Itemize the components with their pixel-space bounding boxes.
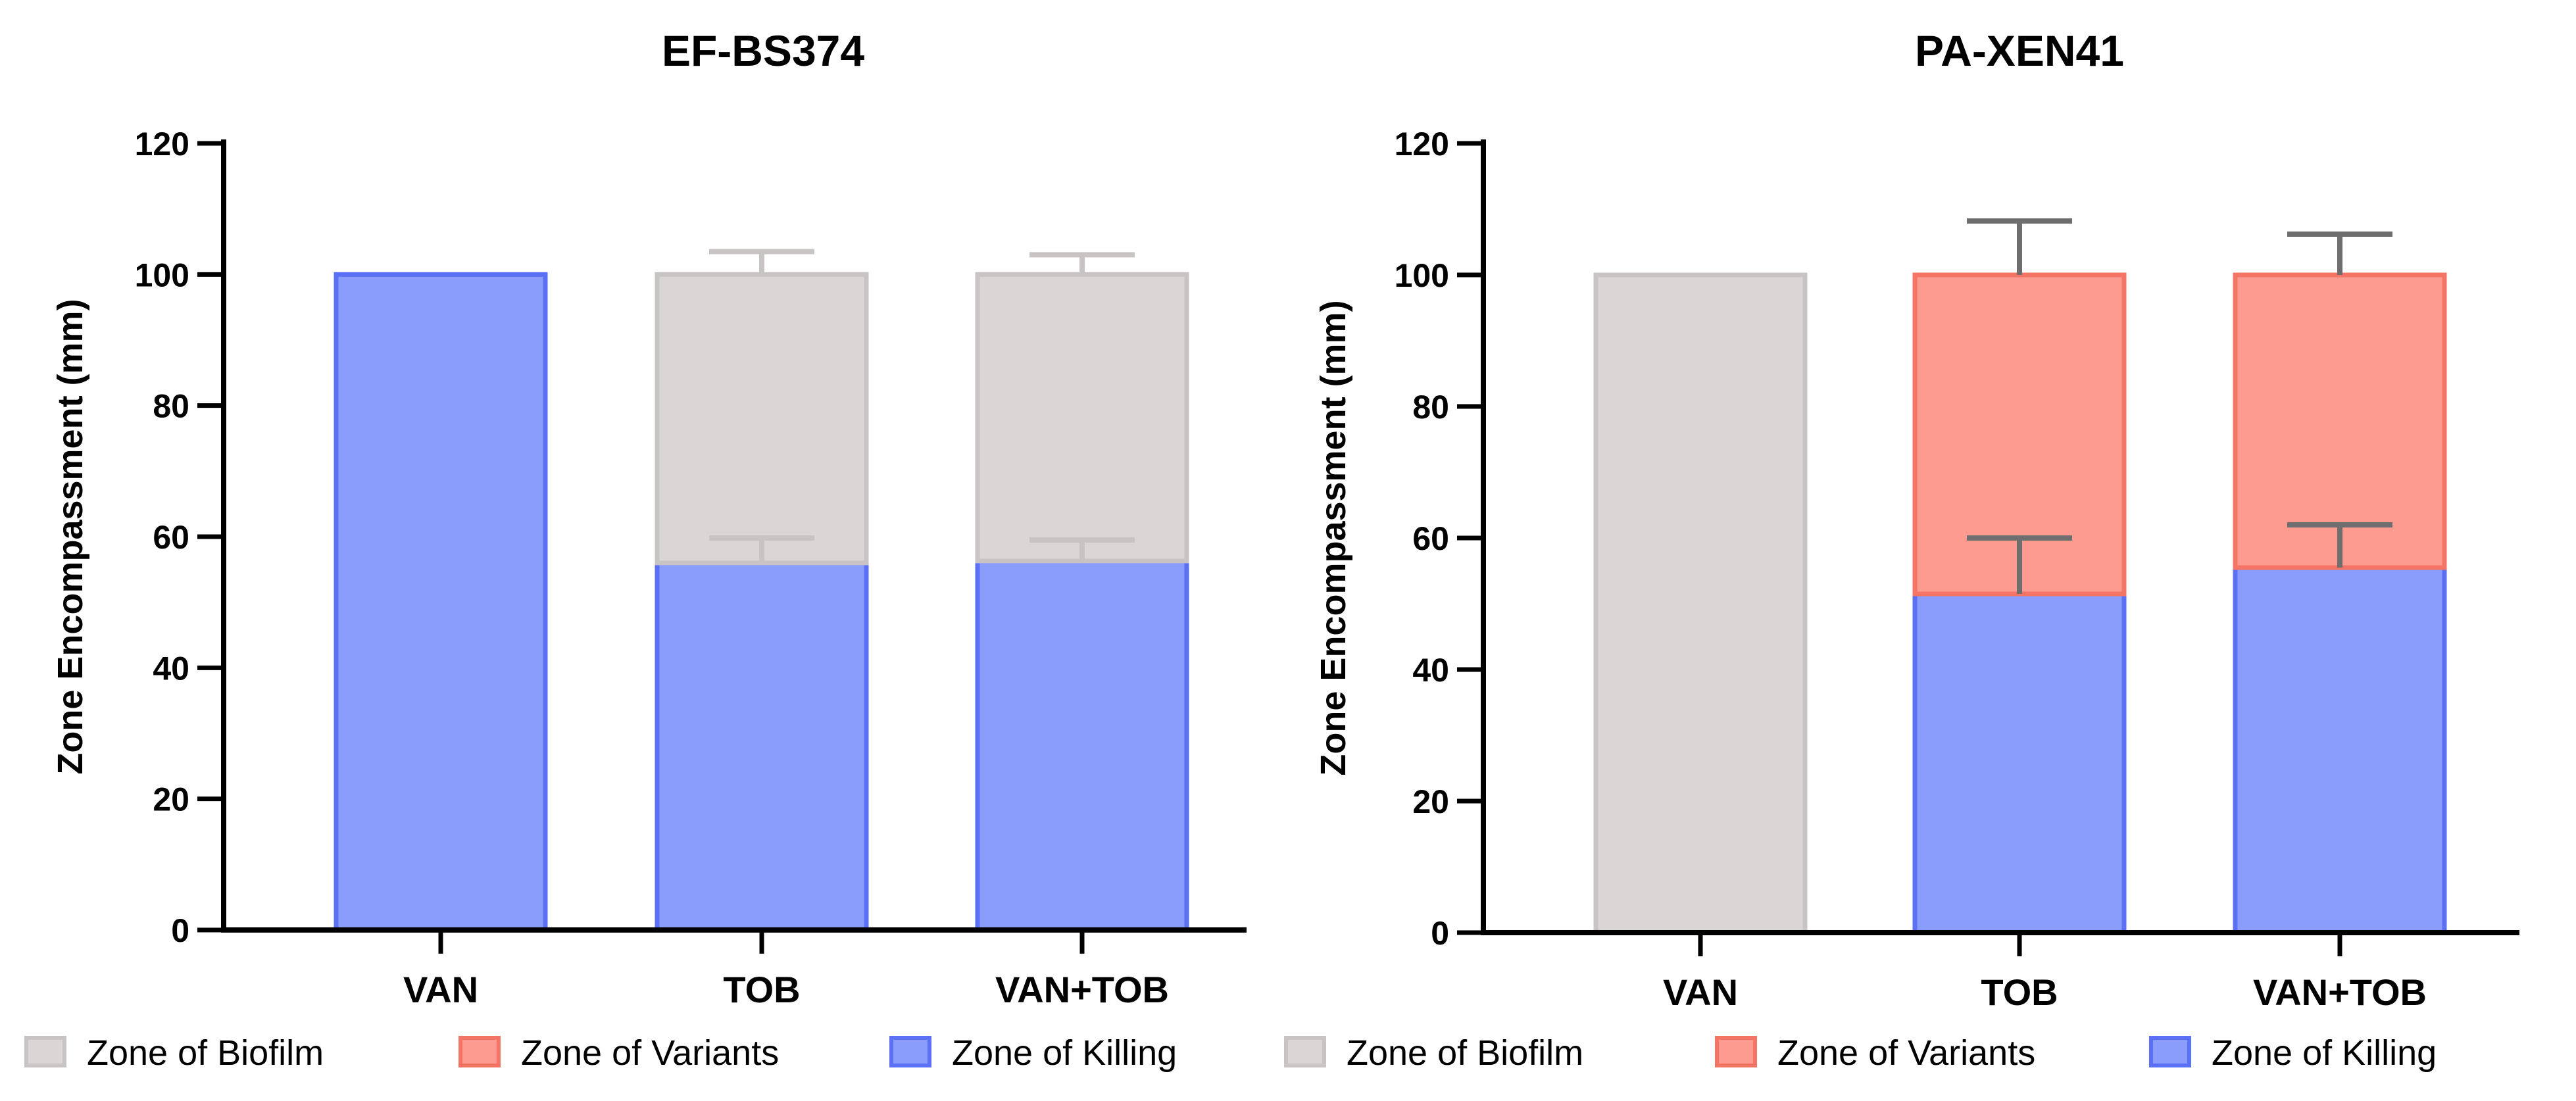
legend-swatch-variants	[1715, 1036, 1757, 1067]
bar-killing-van	[334, 272, 548, 933]
x-tick-label-van-tob: VAN+TOB	[2253, 971, 2427, 1013]
y-tick-label: 40	[153, 650, 189, 687]
x-tick-label-tob: TOB	[723, 969, 800, 1010]
chart-title: PA-XEN41	[1915, 26, 2124, 75]
y-axis-label: Zone Encompassment (mm)	[1314, 300, 1353, 775]
bar-killing-tob	[655, 560, 869, 933]
y-tick-label: 20	[153, 781, 189, 818]
y-tick-label: 60	[1412, 520, 1449, 557]
bar-biofilm-van	[1593, 272, 1808, 935]
legend-label-killing: Zone of Killing	[2212, 1033, 2437, 1073]
legend-item-biofilm: Zone of Biofilm	[1284, 1033, 1583, 1073]
y-tick-label: 40	[1412, 652, 1449, 689]
legend-swatch-killing	[2149, 1036, 2191, 1067]
chart-panel-1: EF-BS374 Zone Encompassment (mm) 0 20 40 60 80…	[24, 26, 1247, 1073]
y-tick-label: 0	[1431, 915, 1449, 952]
legend-swatch-biofilm	[24, 1036, 66, 1067]
y-tick-label: 60	[153, 519, 189, 556]
y-tick-label: 20	[1412, 783, 1449, 820]
y-tick-label: 100	[1395, 257, 1449, 294]
x-tick-label-van-tob: VAN+TOB	[995, 969, 1169, 1010]
y-tick-label: 80	[1412, 389, 1449, 426]
x-tick-label-van: VAN	[403, 969, 478, 1010]
legend-item-biofilm: Zone of Biofilm	[24, 1033, 324, 1073]
bar-killing-van-tob	[2233, 565, 2447, 935]
legend-swatch-biofilm	[1284, 1036, 1326, 1067]
bar-killing-tob	[1912, 591, 2127, 935]
bar-biofilm-tob	[655, 272, 869, 566]
y-tick-label: 100	[135, 257, 189, 293]
bar-variants-van-tob	[2233, 272, 2447, 570]
legend-swatch-variants	[458, 1036, 501, 1067]
legend-label-variants: Zone of Variants	[521, 1033, 779, 1073]
chart-title: EF-BS374	[662, 26, 864, 75]
legend-label-biofilm: Zone of Biofilm	[87, 1033, 324, 1073]
legend-item-variants: Zone of Variants	[458, 1033, 779, 1073]
legend-label-variants: Zone of Variants	[1777, 1033, 2035, 1073]
y-tick-label: 80	[153, 388, 189, 425]
y-axis-label: Zone Encompassment (mm)	[51, 299, 90, 774]
legend-swatch-killing	[889, 1036, 931, 1067]
y-tick-label: 120	[135, 126, 189, 162]
y-tick-label: 120	[1395, 126, 1449, 162]
bar-killing-van-tob	[975, 558, 1189, 933]
legend-item-variants: Zone of Variants	[1715, 1033, 2035, 1073]
legend-item-killing: Zone of Killing	[889, 1033, 1177, 1073]
legend-item-killing: Zone of Killing	[2149, 1033, 2437, 1073]
x-tick-label-van: VAN	[1663, 971, 1738, 1013]
chart-panel-2: PA-XEN41 Zone Encompassment (mm) 0 20 40 60 80…	[1284, 26, 2519, 1073]
bar-biofilm-van-tob	[975, 272, 1189, 564]
legend-label-biofilm: Zone of Biofilm	[1347, 1033, 1583, 1073]
x-tick-label-tob: TOB	[1981, 971, 2058, 1013]
y-tick-label: 0	[171, 912, 189, 949]
legend-label-killing: Zone of Killing	[952, 1033, 1177, 1073]
